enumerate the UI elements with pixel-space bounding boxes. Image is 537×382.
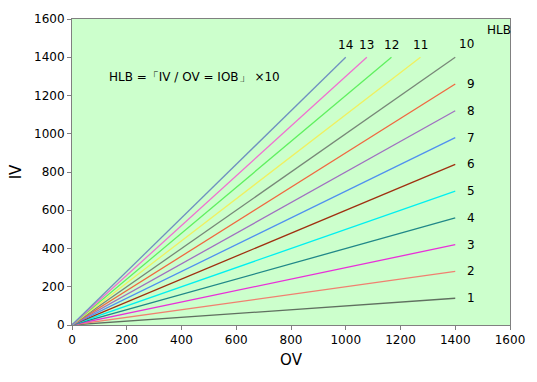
svg-text:0: 0	[68, 333, 76, 347]
svg-text:1600: 1600	[34, 12, 65, 26]
svg-text:800: 800	[42, 165, 65, 179]
svg-text:14: 14	[338, 38, 353, 52]
svg-text:400: 400	[170, 333, 193, 347]
svg-text:200: 200	[42, 280, 65, 294]
svg-text:2: 2	[467, 264, 475, 278]
svg-text:HLB =「IV / OV = IOB」 ×10: HLB =「IV / OV = IOB」 ×10	[109, 70, 280, 84]
svg-text:1000: 1000	[34, 127, 65, 141]
svg-text:1200: 1200	[385, 333, 416, 347]
svg-text:600: 600	[225, 333, 248, 347]
svg-text:3: 3	[467, 238, 475, 252]
svg-text:7: 7	[467, 131, 475, 145]
svg-text:1600: 1600	[495, 333, 526, 347]
svg-text:8: 8	[467, 104, 475, 118]
svg-text:800: 800	[280, 333, 303, 347]
svg-text:OV: OV	[280, 351, 303, 369]
svg-text:1400: 1400	[440, 333, 471, 347]
svg-text:0: 0	[57, 318, 65, 332]
svg-text:600: 600	[42, 203, 65, 217]
svg-text:400: 400	[42, 242, 65, 256]
svg-text:12: 12	[384, 38, 399, 52]
svg-text:1400: 1400	[34, 50, 65, 64]
svg-text:1000: 1000	[330, 333, 361, 347]
svg-text:4: 4	[467, 211, 475, 225]
svg-text:HLB: HLB	[487, 23, 511, 37]
svg-text:IV: IV	[7, 164, 25, 179]
svg-text:10: 10	[459, 37, 474, 51]
svg-text:200: 200	[115, 333, 138, 347]
svg-text:9: 9	[467, 77, 475, 91]
svg-text:1: 1	[467, 291, 475, 305]
svg-text:11: 11	[413, 38, 428, 52]
svg-text:1200: 1200	[34, 89, 65, 103]
svg-text:13: 13	[359, 38, 374, 52]
svg-text:6: 6	[467, 157, 475, 171]
svg-text:5: 5	[467, 184, 475, 198]
